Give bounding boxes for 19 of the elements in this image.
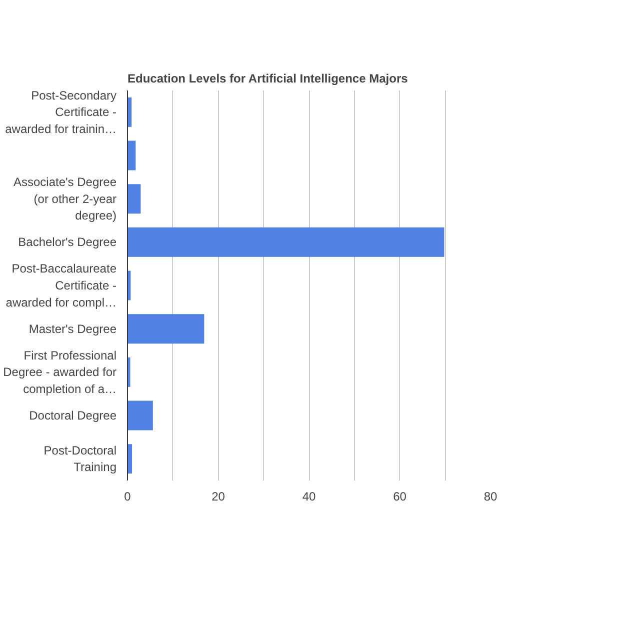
bar bbox=[128, 314, 204, 344]
y-tick-label: Associate's Degree (or other 2-year degree) bbox=[13, 175, 117, 223]
y-tick-label: Post-Secondary Certificate - awarded for trainin… bbox=[5, 88, 117, 136]
x-tick-label: 20 bbox=[212, 490, 226, 504]
y-tick-label: Master's Degree bbox=[28, 322, 117, 336]
y-tick-label: Doctoral Degree bbox=[29, 408, 117, 422]
bar bbox=[128, 140, 136, 170]
y-tick-label: First Professional Degree - awarded for completion of a… bbox=[3, 348, 117, 396]
x-tick-label: 60 bbox=[393, 490, 407, 504]
bar bbox=[128, 400, 153, 430]
y-tick-label: Post-Baccalaureate Certificate - awarded for compl… bbox=[6, 262, 117, 310]
x-tick-label: 40 bbox=[302, 490, 316, 504]
x-tick-label: 80 bbox=[484, 490, 498, 504]
y-tick-label: Post-Doctoral Training bbox=[44, 443, 117, 474]
y-tick-label: Bachelor's Degree bbox=[18, 235, 117, 250]
bar bbox=[128, 227, 444, 257]
chart-title: Education Levels for Artificial Intelligence Majors bbox=[128, 72, 408, 86]
bar bbox=[128, 184, 141, 214]
x-tick-label: 0 bbox=[124, 490, 132, 504]
